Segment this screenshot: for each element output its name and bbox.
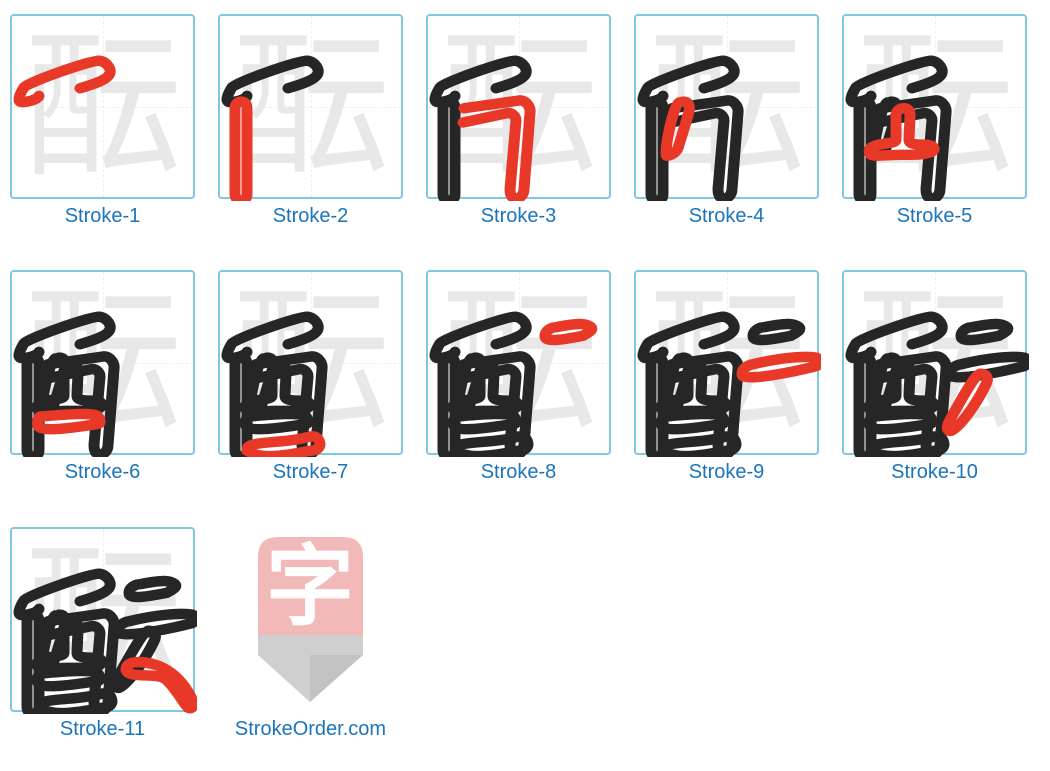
stroke-order-canvas: 酝 Stroke-1 酝 Stroke-2 酝 Stroke-3 酝 Stroke-4 酝 Str… (0, 0, 1050, 771)
ghost-character: 酝 (12, 272, 193, 457)
stroke-caption-10: Stroke-10 (842, 461, 1027, 484)
ghost-character: 酝 (844, 272, 1025, 457)
brand-logo-char: 字 (266, 537, 354, 636)
ghost-character: 酝 (844, 16, 1025, 201)
stroke-caption-6: Stroke-6 (10, 461, 195, 484)
stroke-caption-3: Stroke-3 (426, 205, 611, 228)
stroke-caption-8: Stroke-8 (426, 461, 611, 484)
brand-logo: 字 (218, 527, 403, 712)
ghost-character: 酝 (220, 16, 401, 201)
ghost-character: 酝 (12, 16, 193, 201)
stroke-card-10: 酝 (842, 270, 1027, 455)
stroke-caption-7: Stroke-7 (218, 461, 403, 484)
ghost-character: 酝 (220, 272, 401, 457)
stroke-card-8: 酝 (426, 270, 611, 455)
stroke-caption-9: Stroke-9 (634, 461, 819, 484)
ghost-character: 酝 (428, 272, 609, 457)
stroke-card-4: 酝 (634, 14, 819, 199)
stroke-caption-1: Stroke-1 (10, 205, 195, 228)
stroke-card-6: 酝 (10, 270, 195, 455)
stroke-card-7: 酝 (218, 270, 403, 455)
stroke-card-9: 酝 (634, 270, 819, 455)
ghost-character: 酝 (636, 16, 817, 201)
stroke-card-2: 酝 (218, 14, 403, 199)
stroke-caption-4: Stroke-4 (634, 205, 819, 228)
ghost-character: 酝 (428, 16, 609, 201)
ghost-character: 酝 (12, 529, 193, 714)
brand-caption: StrokeOrder.com (218, 718, 403, 741)
stroke-card-5: 酝 (842, 14, 1027, 199)
stroke-caption-5: Stroke-5 (842, 205, 1027, 228)
stroke-card-11: 酝 (10, 527, 195, 712)
stroke-caption-11: Stroke-11 (10, 718, 195, 741)
stroke-card-3: 酝 (426, 14, 611, 199)
ghost-character: 酝 (636, 272, 817, 457)
stroke-caption-2: Stroke-2 (218, 205, 403, 228)
stroke-card-1: 酝 (10, 14, 195, 199)
